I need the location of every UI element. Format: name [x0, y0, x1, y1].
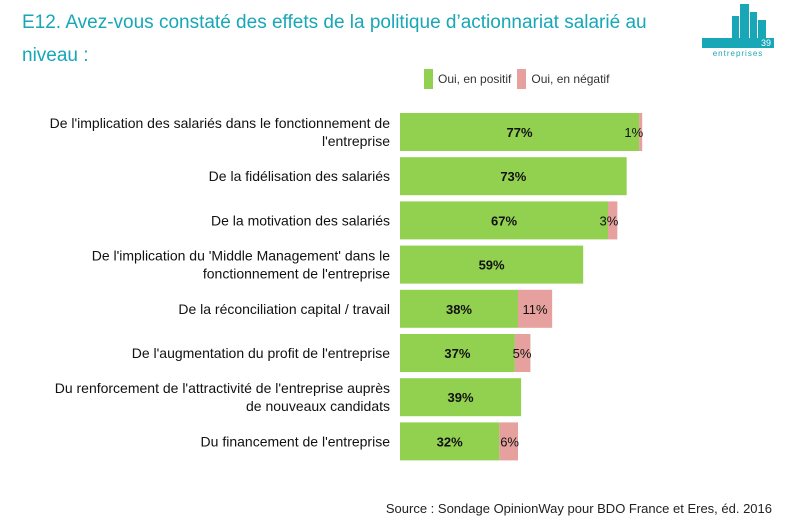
category-label: De l'implication du 'Middle Management' …: [92, 248, 391, 282]
bar-positive: [400, 245, 584, 284]
category-label: De l'augmentation du profit de l'entrepr…: [132, 345, 390, 361]
chart-title: E12. Avez-vous constaté des effets de la…: [22, 12, 647, 66]
data-label-negative: 3%: [600, 213, 619, 228]
bar-negative: [639, 113, 643, 151]
data-label-positive: 67%: [491, 213, 517, 228]
logo-number: 39: [761, 38, 771, 48]
bar-positive: [400, 378, 522, 417]
data-label-positive: 38%: [446, 302, 472, 317]
bar-negative: [517, 289, 553, 328]
category-label: De la motivation des salariés: [211, 212, 390, 228]
building-icon: [732, 4, 766, 38]
legend-item-positive: Oui, en positif: [424, 69, 511, 89]
category-label: De la fidélisation des salariés: [209, 168, 390, 184]
data-label-negative: 5%: [513, 346, 532, 361]
bar-positive: [400, 113, 640, 151]
bar-negative: [514, 334, 531, 372]
bar-positive: [400, 289, 518, 328]
category-label: Du financement de l'entreprise: [201, 433, 391, 449]
source-note: Source : Sondage OpinionWay pour BDO Fra…: [385, 501, 772, 516]
bar-positive: [400, 422, 500, 461]
legend-item-negative: Oui, en négatif: [517, 69, 609, 89]
data-label-positive: 32%: [437, 434, 463, 449]
logo-word: entreprises: [713, 49, 764, 58]
data-label-positive: 39%: [448, 390, 474, 405]
legend-swatch-positive: [424, 69, 433, 89]
bar-negative: [608, 201, 618, 240]
data-label-positive: 77%: [507, 125, 533, 140]
data-label-negative: 6%: [500, 434, 519, 449]
bar-negative: [499, 422, 518, 461]
legend: Oui, en positif Oui, en négatif: [424, 69, 615, 89]
category-label: De l'implication des salariés dans le fo…: [50, 115, 391, 149]
category-label: Du renforcement de l'attractivité de l'e…: [55, 380, 390, 414]
legend-label-positive: Oui, en positif: [438, 72, 512, 86]
bar-positive: [400, 201, 609, 240]
legend-label-negative: Oui, en négatif: [531, 72, 610, 86]
category-label: De la réconciliation capital / travail: [178, 301, 390, 317]
data-label-negative: 11%: [523, 302, 548, 317]
logo: 39 entreprises: [702, 4, 774, 58]
data-label-positive: 73%: [500, 169, 526, 184]
data-label-negative: 1%: [624, 125, 643, 140]
bar-positive: [400, 157, 627, 196]
data-label-positive: 37%: [444, 346, 470, 361]
legend-swatch-negative: [517, 69, 527, 89]
bar-positive: [400, 334, 515, 372]
data-label-positive: 59%: [479, 258, 505, 273]
